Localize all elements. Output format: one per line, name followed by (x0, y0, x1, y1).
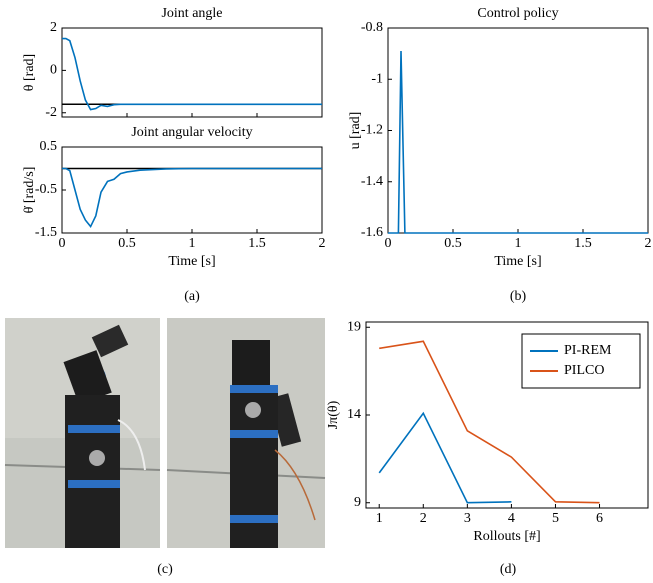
photo-right (167, 318, 325, 548)
y-tick-label: 19 (347, 319, 361, 334)
y-tick-label: 0.5 (40, 139, 58, 154)
x-tick-label: 2 (420, 511, 427, 526)
series-line (388, 51, 648, 233)
panel-label: (b) (510, 289, 527, 304)
panel-label: (c) (157, 562, 173, 577)
photo-left (5, 318, 160, 548)
y-tick-label: 0 (50, 63, 57, 78)
y-tick-label: -1.2 (361, 123, 383, 138)
x-tick-label: 0.5 (118, 236, 136, 251)
y-axis-label: θ [rad] (22, 54, 37, 91)
x-tick-label: 1.5 (574, 236, 592, 251)
y-axis-label: θ̇ [rad/s] (22, 167, 37, 214)
x-tick-label: 2 (319, 236, 326, 251)
legend-label: PI-REM (564, 343, 612, 358)
y-tick-label: -0.5 (35, 182, 57, 197)
panel-label: (a) (184, 289, 200, 304)
x-tick-label: 0 (59, 236, 66, 251)
plot-frame (62, 147, 322, 233)
series-line (62, 39, 322, 110)
x-axis-label: Rollouts [#] (473, 529, 540, 544)
x-tick-label: 5 (552, 511, 559, 526)
y-tick-label: -1.6 (361, 225, 383, 240)
x-axis-label: Time [s] (494, 254, 541, 269)
legend-label: PILCO (564, 363, 604, 378)
page: (a) (b) (c) (d) Joint angle 2 0 -2 θ [rad] Jo… (0, 0, 653, 583)
y-tick-label: -2 (45, 105, 57, 120)
x-tick-label: 1 (376, 511, 383, 526)
series-line (379, 413, 511, 502)
x-tick-label: 1 (189, 236, 196, 251)
series-line (62, 169, 322, 227)
x-tick-label: 2 (645, 236, 652, 251)
x-tick-label: 0 (385, 236, 392, 251)
y-tick-label: -1.4 (361, 174, 383, 189)
y-tick-label: -0.8 (361, 20, 383, 35)
y-axis-label: Jπ(θ) (326, 400, 341, 429)
chart-title: Control policy (477, 6, 558, 21)
x-tick-label: 0.5 (444, 236, 462, 251)
plot-frame (388, 28, 648, 233)
x-tick-label: 1 (515, 236, 522, 251)
y-tick-label: 9 (354, 495, 361, 510)
x-tick-label: 6 (596, 511, 603, 526)
legend-box (522, 334, 640, 388)
x-tick-label: 4 (508, 511, 515, 526)
chart-title: Joint angle (161, 6, 222, 21)
y-tick-label: 2 (50, 20, 57, 35)
y-tick-label: -1.5 (35, 225, 57, 240)
x-tick-label: 3 (464, 511, 471, 526)
panel-label: (d) (500, 562, 517, 577)
chart-title: Joint angular velocity (131, 125, 252, 140)
x-tick-label: 1.5 (248, 236, 266, 251)
x-axis-label: Time [s] (168, 254, 215, 269)
y-tick-label: 14 (347, 407, 361, 422)
y-axis-label: u [rad] (348, 112, 363, 150)
y-tick-label: -1 (371, 71, 383, 86)
figure: (a) (b) (c) (d) Joint angle 2 0 -2 θ [rad] Jo… (0, 0, 653, 583)
